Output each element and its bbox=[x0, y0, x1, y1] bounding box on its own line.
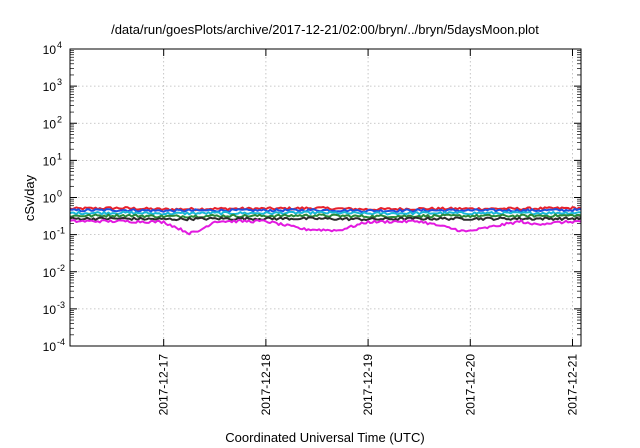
y-tick-exponent: 3 bbox=[57, 77, 62, 87]
series-line-2 bbox=[69, 207, 582, 213]
series-line-6 bbox=[69, 219, 582, 236]
y-tick-base: 10 bbox=[43, 154, 57, 168]
x-tick-label: 2017-12-21 bbox=[565, 354, 579, 416]
y-tick-label: 10 bbox=[43, 340, 57, 354]
chart-title: /data/run/goesPlots/archive/2017-12-21/0… bbox=[111, 22, 539, 37]
x-tick-label: 2017-12-19 bbox=[361, 354, 375, 416]
y-tick-label: 10 bbox=[43, 117, 57, 131]
grid-layer bbox=[70, 48, 581, 347]
plot-frame bbox=[69, 48, 582, 347]
y-tick-base: 10 bbox=[43, 80, 57, 94]
y-tick-exponent: 2 bbox=[57, 114, 62, 124]
series-line-1 bbox=[69, 206, 582, 212]
y-tick-exponent: -4 bbox=[57, 337, 65, 347]
y-tick-label: 10 bbox=[43, 43, 57, 57]
y-tick-exponent: 0 bbox=[57, 189, 62, 199]
y-tick-label: 10 bbox=[43, 154, 57, 168]
y-tick-label: 10 bbox=[43, 303, 57, 317]
series-layer bbox=[69, 206, 582, 236]
y-tick-base: 10 bbox=[43, 340, 57, 354]
y-tick-exponent: 1 bbox=[57, 151, 62, 161]
x-tick-label: 2017-12-20 bbox=[463, 354, 477, 416]
x-axis-label: Coordinated Universal Time (UTC) bbox=[225, 430, 424, 445]
y-tick-label: 10 bbox=[43, 266, 57, 280]
x-tick-label: 2017-12-17 bbox=[157, 354, 171, 416]
series-line-4 bbox=[69, 213, 582, 219]
y-tick-label: 10 bbox=[43, 229, 57, 243]
y-tick-exponent: -2 bbox=[57, 263, 65, 273]
y-tick-base: 10 bbox=[43, 303, 57, 317]
y-axis-label: cSv/day bbox=[22, 174, 37, 221]
series-line-3 bbox=[69, 210, 582, 216]
y-tick-label: 10 bbox=[43, 80, 57, 94]
y-tick-base: 10 bbox=[43, 229, 57, 243]
y-tick-base: 10 bbox=[43, 43, 57, 57]
y-tick-label: 10 bbox=[43, 192, 57, 206]
y-tick-exponent: 4 bbox=[57, 40, 62, 50]
y-tick-base: 10 bbox=[43, 192, 57, 206]
series-line-5 bbox=[69, 216, 582, 222]
y-tick-exponent: -3 bbox=[57, 300, 65, 310]
y-tick-base: 10 bbox=[43, 117, 57, 131]
y-tick-exponent: -1 bbox=[57, 226, 65, 236]
x-tick-label: 2017-12-18 bbox=[259, 354, 273, 416]
y-tick-base: 10 bbox=[43, 266, 57, 280]
